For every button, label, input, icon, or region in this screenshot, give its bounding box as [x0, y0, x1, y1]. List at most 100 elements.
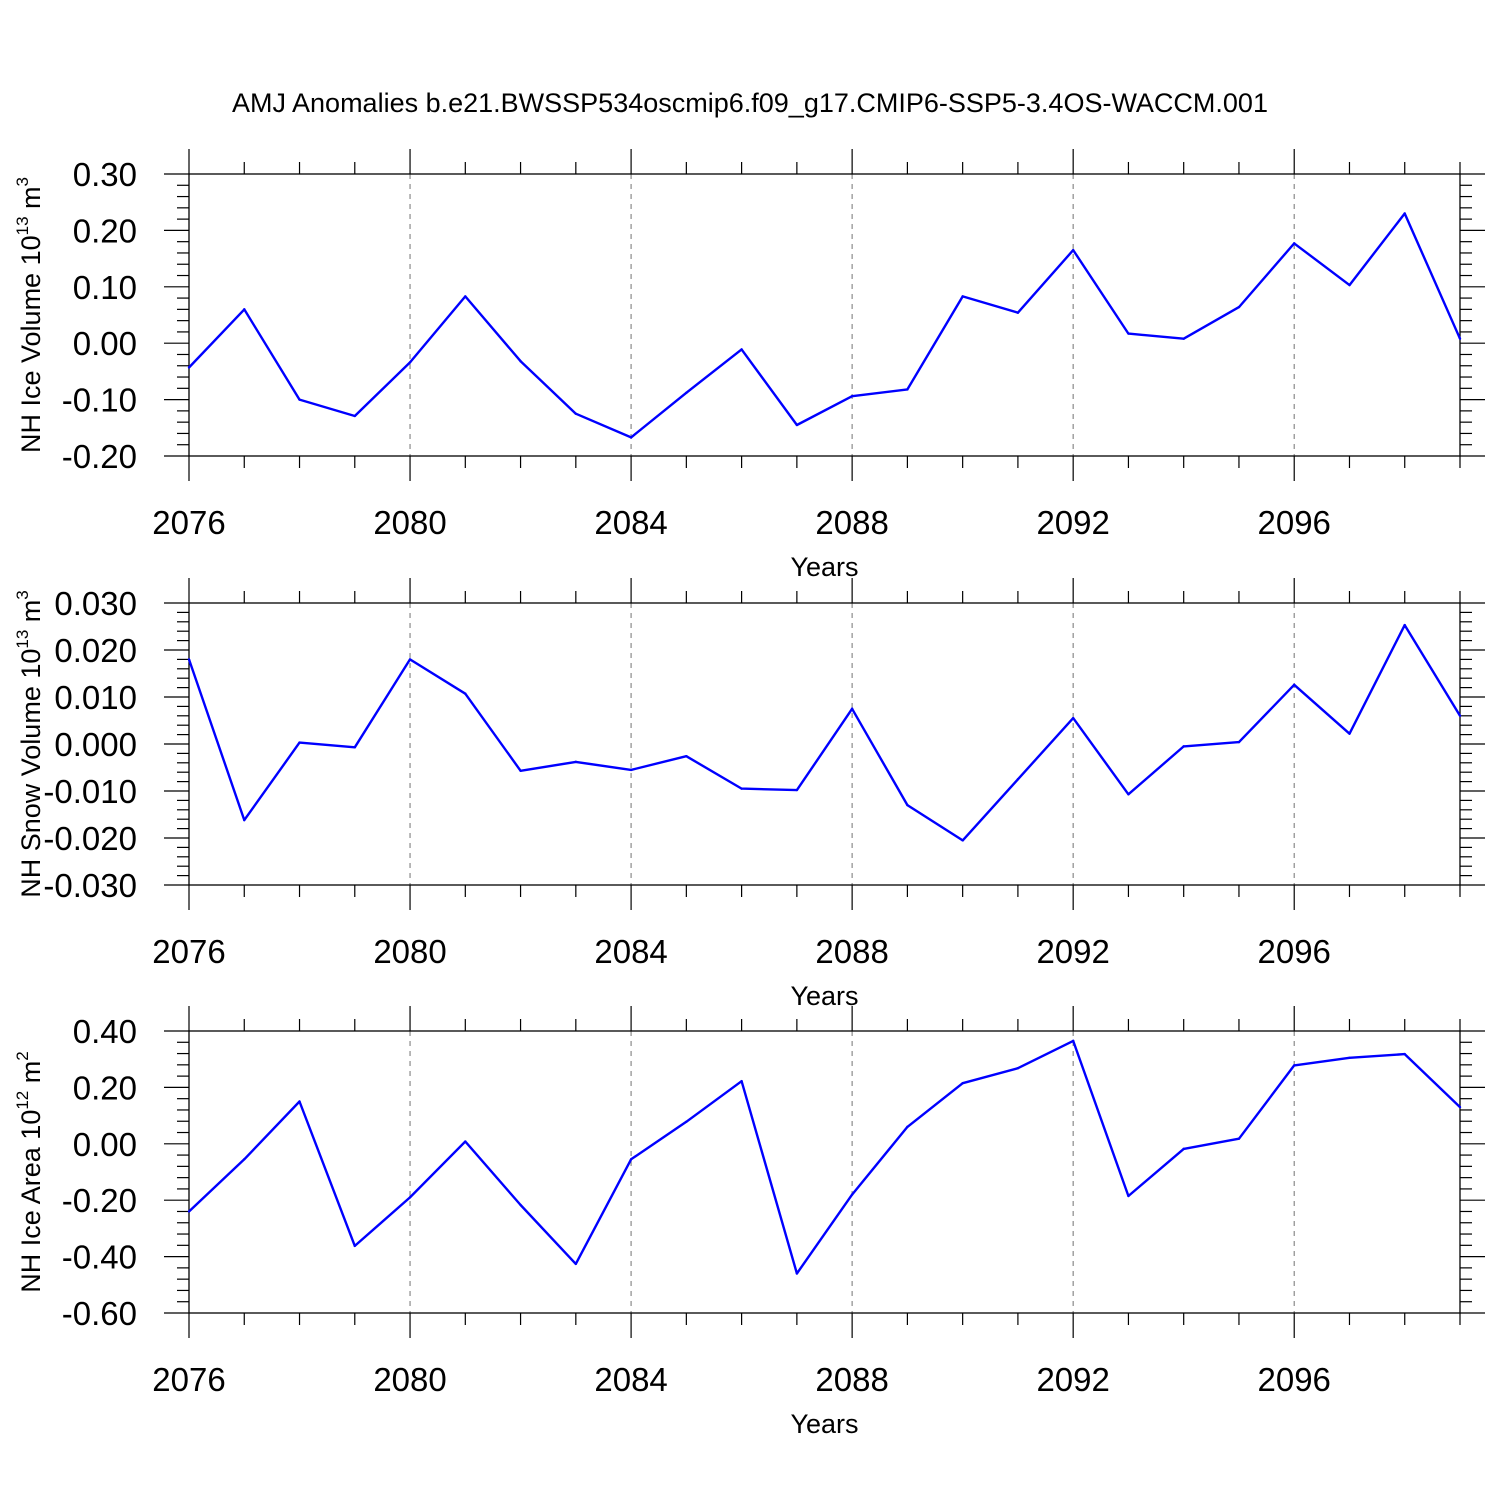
data-point-ice-volume: [740, 348, 743, 351]
data-point-snow-volume: [850, 707, 854, 710]
plot-frame-snow-volume: [188, 602, 1461, 886]
panel-snow-volume: 2076 2080 2084 2088 2092 2096 -0.030 -0.020 -0.0…: [13, 578, 1485, 1011]
data-point-snow-volume: [1403, 623, 1406, 627]
data-point-ice-area: [243, 1158, 246, 1161]
figure-title: AMJ Anomalies b.e21.BWSSP534oscmip6.f09_…: [232, 88, 1268, 118]
ticks-ice-volume: [164, 149, 1485, 481]
y-title-unit: m: [16, 186, 46, 216]
data-point-ice-area: [740, 1079, 743, 1083]
data-point-ice-volume: [187, 366, 191, 369]
data-point-ice-area: [353, 1244, 356, 1248]
x-tick-label: 2080: [373, 933, 446, 970]
data-point-ice-area: [629, 1158, 633, 1161]
plot-frame-ice-area: [188, 1030, 1461, 1314]
data-point-ice-volume: [906, 388, 909, 391]
data-point-snow-volume: [740, 787, 743, 790]
data-point-snow-volume: [574, 760, 578, 764]
data-point-ice-volume: [685, 391, 688, 395]
data-point-snow-volume: [408, 658, 412, 661]
data-point-snow-volume: [961, 839, 964, 842]
data-point-ice-volume: [298, 398, 301, 401]
data-point-ice-volume: [574, 412, 578, 415]
data-point-ice-volume: [408, 361, 412, 364]
data-point-snow-volume: [243, 818, 246, 822]
data-point-ice-volume: [850, 395, 854, 398]
x-tick-label: 2092: [1036, 504, 1109, 541]
y-title-unit-exponent: 3: [13, 590, 32, 599]
series-line-ice-volume: [188, 212, 1462, 439]
data-point-ice-volume: [1293, 242, 1296, 245]
data-point-ice-area: [906, 1125, 909, 1129]
data-point-snow-volume: [1182, 745, 1185, 748]
x-tick-label: 2088: [815, 504, 888, 541]
data-point-snow-volume: [795, 788, 799, 792]
data-point-snow-volume: [298, 741, 301, 744]
data-point-ice-area: [408, 1196, 412, 1199]
data-point-ice-area: [298, 1100, 301, 1103]
data-point-ice-volume: [1182, 337, 1185, 340]
data-point-snow-volume: [464, 692, 467, 695]
data-point-ice-area: [961, 1081, 964, 1085]
y-tick-label: 0.00: [73, 1126, 137, 1163]
points-snow-volume: [187, 623, 1462, 842]
data-point-ice-volume: [961, 295, 964, 298]
data-point-ice-volume: [1127, 332, 1130, 335]
y-tick-label: 0.20: [73, 1069, 137, 1106]
points-ice-area: [187, 1039, 1462, 1275]
data-point-ice-volume: [243, 308, 246, 311]
y-tick-label: 0.000: [54, 726, 137, 763]
x-tick-label: 2080: [373, 1361, 446, 1398]
points-ice-volume: [187, 212, 1462, 439]
data-point-snow-volume: [187, 658, 191, 661]
x-tick-label: 2092: [1036, 933, 1109, 970]
data-point-snow-volume: [685, 755, 688, 758]
data-point-ice-volume: [353, 414, 356, 418]
data-point-ice-volume: [1016, 311, 1020, 314]
data-point-snow-volume: [629, 768, 633, 772]
y-axis-title-ice-area: NH Ice Area 1012 m2: [13, 1051, 46, 1292]
y-tick-label: 0.30: [73, 156, 137, 193]
y-title-main: NH Ice Area 10: [16, 1110, 46, 1293]
x-axis-title-ice-area: Years: [790, 1409, 858, 1439]
data-point-ice-area: [850, 1193, 854, 1196]
data-point-ice-area: [1237, 1137, 1241, 1140]
y-title-unit-exponent: 2: [13, 1051, 32, 1060]
x-tick-label: 2096: [1258, 1361, 1331, 1398]
data-point-snow-volume: [1458, 714, 1462, 717]
data-point-ice-volume: [795, 423, 799, 427]
y-title-exponent: 12: [13, 1091, 32, 1110]
x-axis-title-snow-volume: Years: [790, 981, 858, 1011]
data-point-ice-volume: [1403, 212, 1406, 215]
panel-ice-volume: 2076 2080 2084 2088 2092 2096 -0.20 -0.10 0.00 0.…: [13, 149, 1485, 582]
x-tick-label: 2084: [594, 504, 667, 541]
data-point-ice-volume: [629, 436, 633, 439]
x-tick-label: 2076: [152, 504, 225, 541]
x-tick-label: 2076: [152, 1361, 225, 1398]
data-point-snow-volume: [353, 746, 356, 749]
data-point-ice-area: [1293, 1064, 1296, 1067]
grid-snow-volume: [409, 603, 1295, 885]
data-point-snow-volume: [1293, 683, 1296, 686]
y-tick-label: 0.030: [54, 585, 137, 622]
data-point-ice-area: [1071, 1039, 1075, 1043]
x-tick-label: 2076: [152, 933, 225, 970]
y-axis-title-snow-volume: NH Snow Volume 1013 m3: [13, 590, 46, 898]
data-point-snow-volume: [519, 769, 522, 772]
data-point-snow-volume: [1348, 732, 1351, 735]
data-point-ice-area: [1403, 1052, 1406, 1056]
data-point-snow-volume: [1237, 740, 1241, 744]
y-title-unit: m: [16, 1061, 46, 1091]
data-point-ice-area: [574, 1262, 578, 1266]
tick-labels-ice-area: 2076 2080 2084 2088 2092 2096 -0.60 -0.40 -0.20 0…: [62, 1013, 1331, 1398]
data-point-ice-volume: [1237, 305, 1241, 309]
data-point-ice-volume: [1071, 248, 1075, 252]
x-tick-label: 2084: [594, 1361, 667, 1398]
data-point-ice-area: [1348, 1056, 1351, 1059]
ticks-ice-area: [164, 1006, 1485, 1338]
x-tick-label: 2096: [1258, 933, 1331, 970]
tick-labels-snow-volume: 2076 2080 2084 2088 2092 2096 -0.030 -0.020 -0.0…: [43, 585, 1331, 970]
y-axis-title-ice-volume: NH Ice Volume 1013 m3: [13, 177, 46, 453]
y-title-exponent: 13: [13, 630, 32, 649]
tick-labels-ice-volume: 2076 2080 2084 2088 2092 2096 -0.20 -0.10 0.00 0.…: [62, 156, 1331, 541]
